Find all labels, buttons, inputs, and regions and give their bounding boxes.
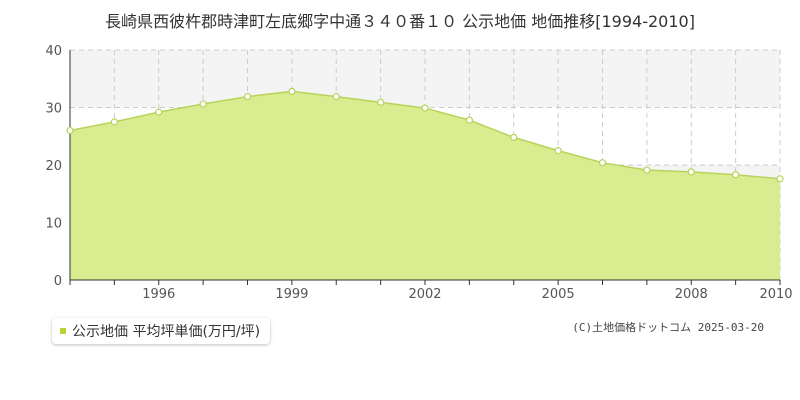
data-point: [598, 159, 607, 167]
legend-swatch: [60, 328, 66, 334]
x-tick-label: 2010: [759, 287, 792, 302]
data-point: [110, 118, 118, 126]
data-markers: [66, 87, 784, 183]
data-point: [377, 98, 385, 106]
data-point: [199, 100, 207, 108]
chart-title: 長崎県西彼杵郡時津町左底郷字中通３４０番１０ 公示地価 地価推移[1994-20…: [105, 12, 695, 31]
x-tick-label: 1999: [275, 287, 308, 302]
y-tick-label: 0: [54, 274, 62, 289]
y-tick-label: 20: [45, 159, 62, 174]
data-point: [554, 147, 562, 155]
legend-label: 公示地価 平均坪単価(万円/坪): [72, 324, 261, 340]
legend: 公示地価 平均坪単価(万円/坪): [52, 318, 271, 344]
data-point: [66, 126, 74, 135]
data-point: [155, 108, 163, 116]
copyright-text: (C)土地価格ドットコム 2025-03-20: [572, 321, 764, 334]
data-point: [465, 116, 473, 124]
x-tick-labels: 1996 1999 2002 2005 2008 2010: [142, 287, 792, 302]
y-tick-label: 30: [45, 102, 62, 117]
x-tick-label: 2005: [542, 287, 575, 302]
data-point: [243, 92, 252, 101]
data-point: [288, 87, 296, 96]
x-tick-label: 2008: [675, 287, 708, 302]
y-tick-label: 10: [45, 217, 62, 232]
x-tick-label: 1996: [142, 287, 175, 302]
series-area: [70, 91, 780, 281]
data-point: [510, 133, 518, 141]
data-point: [421, 104, 429, 112]
data-point: [776, 175, 784, 183]
data-point: [643, 166, 651, 174]
axes: [69, 50, 781, 285]
x-tick-label: 2002: [408, 287, 441, 302]
y-tick-label: 40: [45, 44, 62, 59]
y-tick-labels: 0 10 20 30 40: [45, 44, 62, 289]
data-point: [732, 171, 740, 179]
data-point: [332, 92, 340, 101]
data-point: [687, 168, 695, 176]
